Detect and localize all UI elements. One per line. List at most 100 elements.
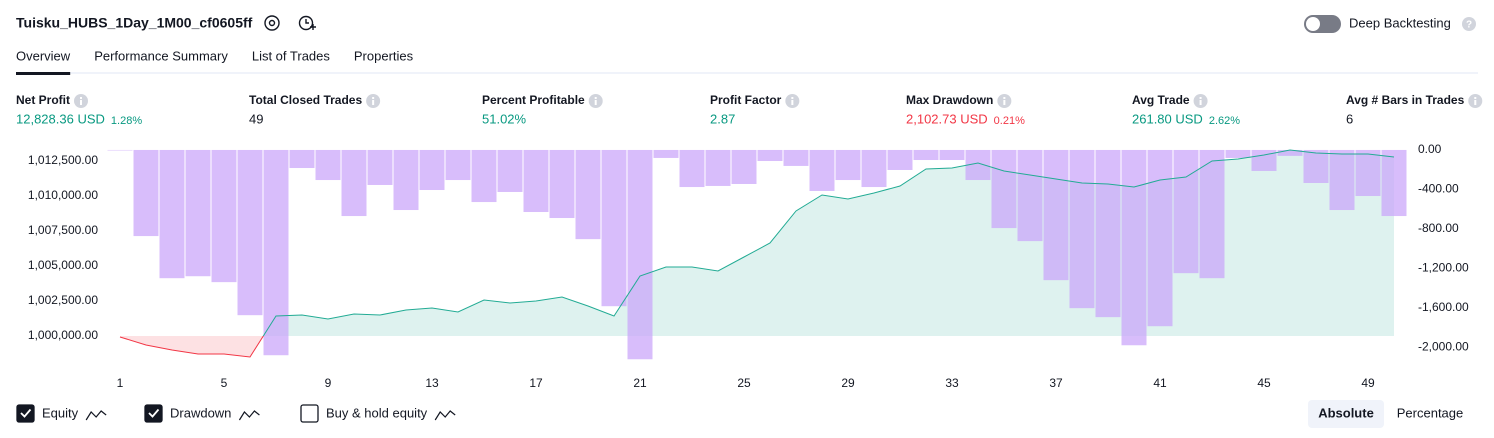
metric-label: Total Closed Trades [249, 93, 362, 107]
drawdown-bar [159, 149, 185, 279]
drawdown-bar [523, 149, 549, 213]
drawdown-bar [1095, 149, 1121, 318]
x-tick-label: 29 [841, 376, 855, 390]
tab-underline [16, 72, 71, 75]
drawdown-bar [939, 149, 965, 161]
drawdown-bar [1329, 149, 1355, 211]
drawdown-bar [1303, 149, 1329, 184]
drawdown-bar [1147, 149, 1173, 327]
y2-tick-label: -1,600.00 [1418, 300, 1469, 314]
info-icon-dot [1003, 97, 1006, 99]
legend-label: Drawdown [170, 405, 231, 420]
info-icon-bar [372, 100, 375, 105]
drawdown-bar [861, 149, 887, 188]
checkmark [148, 408, 160, 418]
metric-value: 6 [1346, 111, 1353, 126]
y2-tick-label: -1,200.00 [1418, 260, 1469, 274]
tab[interactable]: Overview [16, 48, 71, 63]
x-tick-label: 45 [1257, 376, 1271, 390]
drawdown-bar [601, 149, 627, 307]
drawdown-bar [1199, 149, 1225, 279]
info-icon-dot [80, 97, 82, 99]
info-icon-bar [1003, 100, 1006, 105]
drawdown-bar [835, 149, 861, 181]
metric-label: Net Profit [16, 93, 70, 107]
y2-tick-label: -400.00 [1418, 182, 1459, 196]
y2-tick-label: -800.00 [1418, 221, 1459, 235]
y-tick-label: 1,012,500.00 [28, 153, 98, 167]
equity-line [119, 149, 1395, 358]
legend-icon [434, 410, 456, 421]
legend-icon [85, 410, 107, 421]
drawdown-bar [445, 149, 471, 181]
drawdown-bar [627, 149, 653, 360]
drawdown-bar [367, 149, 393, 185]
drawdown-bar [757, 149, 783, 162]
drawdown-bar [133, 149, 159, 237]
metric-label: Profit Factor [710, 93, 782, 107]
drawdown-bar [419, 149, 445, 191]
x-tick-label: 33 [945, 376, 959, 390]
x-tick-label: 49 [1361, 376, 1375, 390]
drawdown-bar [575, 149, 601, 240]
metric-label: Avg # Bars in Trades [1346, 93, 1465, 107]
replay-icon[interactable] [298, 15, 317, 31]
info-icon-dot [1474, 97, 1477, 99]
checkbox[interactable] [16, 404, 35, 423]
x-tick-label: 25 [737, 376, 751, 390]
info-icon-dot [1199, 97, 1202, 99]
drawdown-bar [1355, 149, 1381, 197]
drawdown-bar [393, 149, 419, 211]
settings-icon[interactable] [264, 15, 280, 31]
drawdown-bar [1069, 149, 1095, 309]
y2-tick-label: 0.00 [1418, 142, 1442, 156]
metric-label: Percent Profitable [482, 93, 585, 107]
x-tick-label: 1 [117, 376, 124, 390]
drawdown-bar [1121, 149, 1147, 346]
drawdown-bar [497, 149, 523, 192]
metric-label: Max Drawdown [906, 93, 993, 107]
strategy-title: Tuisku_HUBS_1Day_1M00_cf0605ff [16, 15, 253, 31]
drawdown-bar [705, 149, 731, 186]
y-tick-label: 1,005,000.00 [28, 258, 98, 272]
metric-label: Avg Trade [1132, 93, 1190, 107]
help-icon[interactable]: ? [1462, 17, 1476, 31]
y-tick-label: 1,010,000.00 [28, 188, 98, 202]
metric-percent: 0.21% [994, 115, 1025, 127]
x-tick-label: 21 [633, 376, 647, 390]
tab[interactable]: Performance Summary [94, 48, 228, 63]
drawdown-bar [783, 149, 809, 166]
legend-icon [238, 410, 260, 421]
drawdown-bar [341, 149, 367, 217]
info-icon-bar [1474, 100, 1477, 105]
metric-value: 49 [249, 111, 263, 126]
metric-value: 2.87 [710, 111, 735, 126]
drawdown-bar [913, 149, 939, 161]
x-tick-label: 17 [529, 376, 543, 390]
x-tick-label: 41 [1153, 376, 1167, 390]
drawdown-bar [471, 149, 497, 203]
checkbox[interactable] [300, 404, 319, 423]
drawdown-bar [1251, 149, 1277, 171]
drawdown-bar [237, 149, 263, 316]
metric-percent: 1.28% [111, 115, 142, 127]
tab-divider [16, 72, 1478, 74]
checkmark [20, 408, 32, 418]
info-icon-bar [1199, 100, 1202, 105]
tab[interactable]: List of Trades [252, 48, 331, 63]
deep-backtesting-toggle[interactable] [1304, 15, 1341, 33]
mode-button[interactable]: Percentage [1397, 405, 1464, 420]
mode-button[interactable]: Absolute [1318, 405, 1374, 420]
drawdown-bar [185, 149, 211, 277]
legend-label: Equity [42, 405, 79, 420]
metric-value: 2,102.73 USD [906, 111, 988, 126]
drawdown-bar [263, 149, 289, 356]
checkbox[interactable] [144, 404, 163, 423]
drawdown-bar [211, 149, 237, 283]
info-icon-dot [372, 97, 375, 99]
drawdown-bar [1017, 149, 1043, 242]
tab[interactable]: Properties [354, 48, 414, 63]
metric-value: 261.80 USD [1132, 111, 1203, 126]
y2-tick-label: -2,000.00 [1418, 339, 1469, 353]
